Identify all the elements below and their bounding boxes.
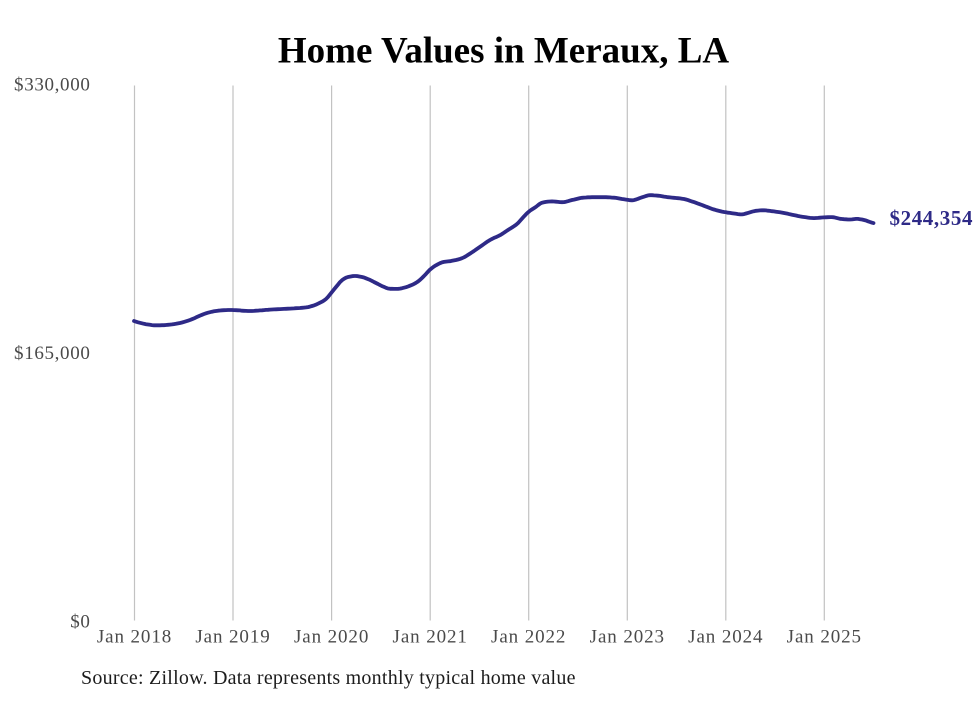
svg-text:$165,000: $165,000 <box>14 343 90 364</box>
svg-text:Jan 2019: Jan 2019 <box>195 627 270 648</box>
svg-text:Jan 2025: Jan 2025 <box>787 627 862 648</box>
svg-text:Jan 2021: Jan 2021 <box>393 627 468 648</box>
svg-text:Home Values in Meraux, LA: Home Values in Meraux, LA <box>278 31 729 72</box>
svg-text:Jan 2024: Jan 2024 <box>688 627 763 648</box>
svg-text:Jan 2018: Jan 2018 <box>97 627 172 648</box>
svg-text:Source: Zillow. Data represent: Source: Zillow. Data represents monthly … <box>81 667 576 689</box>
svg-text:$0: $0 <box>70 612 90 633</box>
svg-text:Jan 2020: Jan 2020 <box>294 627 369 648</box>
svg-text:Jan 2022: Jan 2022 <box>491 627 566 648</box>
svg-text:Jan 2023: Jan 2023 <box>590 627 665 648</box>
svg-text:$244,354: $244,354 <box>890 206 974 230</box>
svg-text:$330,000: $330,000 <box>14 75 90 96</box>
